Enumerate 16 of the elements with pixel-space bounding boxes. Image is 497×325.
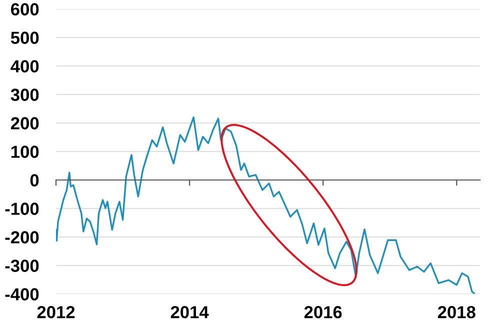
y-tick-label: 500 xyxy=(10,32,39,44)
y-tick-label: -400 xyxy=(5,288,39,300)
y-tick-label: 200 xyxy=(10,117,39,130)
y-tick-label: -300 xyxy=(5,260,39,272)
y-tick-label: 400 xyxy=(10,60,39,72)
x-tick-label: 2012 xyxy=(37,306,75,318)
y-tick-label: -200 xyxy=(5,231,39,244)
y-tick-label: -100 xyxy=(5,202,39,215)
y-tick-label: 0 xyxy=(30,174,39,186)
x-tick-label: 2018 xyxy=(438,306,476,318)
x-tick-label: 2014 xyxy=(170,306,209,318)
line-series xyxy=(56,116,475,294)
y-tick-label: 600 xyxy=(11,3,39,16)
x-tick-label: 2016 xyxy=(304,306,342,318)
y-tick-label: 100 xyxy=(11,146,39,158)
y-tick-label: 300 xyxy=(10,88,39,101)
